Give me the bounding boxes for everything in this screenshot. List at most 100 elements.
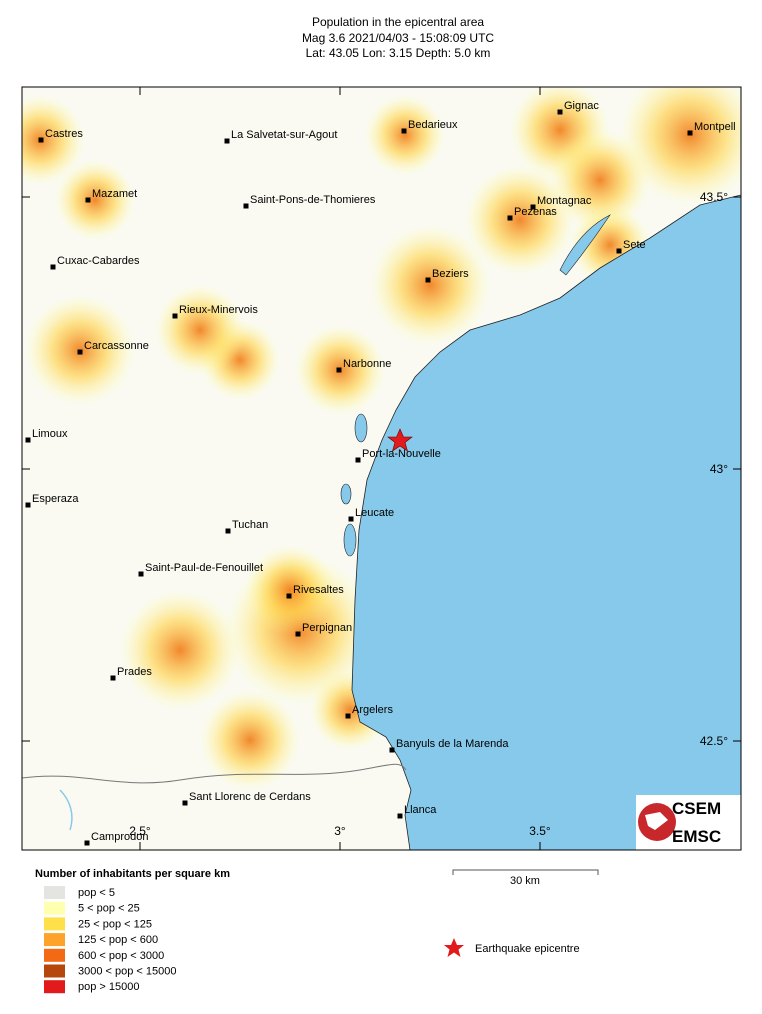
lon-label: 3.5°	[529, 824, 551, 838]
city-label: Perpignan	[302, 622, 352, 634]
city-marker	[401, 128, 407, 134]
legend-label: 125 < pop < 600	[78, 934, 158, 946]
legend-swatch	[44, 980, 65, 994]
city-marker	[616, 248, 622, 254]
lat-label: 43°	[710, 462, 728, 476]
city-label: Esperaza	[32, 493, 79, 505]
city-marker	[345, 713, 351, 719]
city-label: Argelers	[352, 704, 393, 716]
city-marker	[50, 264, 56, 270]
city-label: Limoux	[32, 428, 68, 440]
legend-epicentre-marker	[444, 938, 464, 957]
city-marker	[336, 367, 342, 373]
city-marker	[85, 197, 91, 203]
city-marker	[507, 215, 513, 221]
lagoon	[354, 413, 368, 443]
city-label: Rieux-Minervois	[179, 304, 258, 316]
city-label: Sete	[623, 239, 646, 251]
city-marker	[243, 203, 249, 209]
legend-label: 3000 < pop < 15000	[78, 966, 176, 978]
city-label: Sant Llorenc de Cerdans	[189, 791, 311, 803]
city-label: Port-la-Nouvelle	[362, 448, 441, 460]
legend-label: 25 < pop < 125	[78, 918, 152, 930]
city-marker	[225, 528, 231, 534]
city-marker	[84, 840, 90, 846]
city-label: Beziers	[432, 268, 469, 280]
city-marker	[77, 349, 83, 355]
city-label: Leucate	[355, 507, 394, 519]
city-marker	[530, 204, 536, 210]
legend-label: pop > 15000	[78, 981, 139, 993]
city-marker	[687, 130, 693, 136]
subtitle: Mag 3.6 2021/04/03 - 15:08:09 UTC	[302, 31, 494, 45]
city-label: Montagnac	[537, 195, 592, 207]
lat-label: 42.5°	[700, 734, 728, 748]
city-marker	[355, 457, 361, 463]
lon-label: 3°	[334, 824, 346, 838]
city-marker	[389, 747, 395, 753]
city-marker	[25, 502, 31, 508]
title: Population in the epicentral area	[312, 15, 484, 29]
city-label: Bedarieux	[408, 119, 458, 131]
city-label: Pezenas	[514, 206, 557, 218]
city-marker	[38, 137, 44, 143]
sea	[351, 194, 741, 850]
city-label: Gignac	[564, 100, 599, 112]
city-label: Tuchan	[232, 519, 268, 531]
city-label: Saint-Paul-de-Fenouillet	[145, 562, 263, 574]
legend-swatch	[44, 901, 65, 915]
city-label: Banyuls de la Marenda	[396, 738, 509, 750]
city-label: Prades	[117, 666, 152, 678]
city-label: Saint-Pons-de-Thomieres	[250, 194, 376, 206]
city-label: Camprodon	[91, 831, 148, 843]
city-marker	[295, 631, 301, 637]
city-marker	[348, 516, 354, 522]
lat-label: 43.5°	[700, 190, 728, 204]
city-label: Castres	[45, 128, 83, 140]
logo-text: CSEM	[672, 799, 721, 818]
city-label: Llanca	[404, 804, 437, 816]
city-marker	[557, 109, 563, 115]
lagoon	[559, 214, 611, 276]
city-marker	[286, 593, 292, 599]
scale-label: 30 km	[510, 875, 540, 887]
city-label: La Salvetat-sur-Agout	[231, 129, 337, 141]
city-marker	[172, 313, 178, 319]
population-density	[22, 87, 741, 790]
city-marker	[138, 571, 144, 577]
legend-title: Number of inhabitants per square km	[35, 868, 230, 880]
scale-bar: 30 km	[452, 869, 599, 887]
city-label: Montpell	[694, 121, 736, 133]
legend-swatch	[44, 933, 65, 947]
legend: pop < 5 5 < pop < 25 25 < pop < 125 125 < p…	[44, 886, 176, 994]
lagoon	[343, 523, 357, 557]
city-label: Mazamet	[92, 188, 137, 200]
border	[22, 763, 407, 784]
epicentre-marker	[387, 428, 413, 452]
legend-swatch	[44, 917, 65, 931]
city-marker	[224, 138, 230, 144]
logo-text: EMSC	[672, 827, 721, 846]
legend-label: 600 < pop < 3000	[78, 950, 164, 962]
river	[59, 789, 73, 831]
legend-label: pop < 5	[78, 887, 115, 899]
legend-label: 5 < pop < 25	[78, 903, 140, 915]
legend-label: Earthquake epicentre	[475, 943, 580, 955]
city-marker	[425, 277, 431, 283]
map-area: Castres La Salvetat-sur-Agout Bedarieux Gig…	[22, 87, 741, 850]
city-label: Cuxac-Cabardes	[57, 255, 140, 267]
logo: CSEM EMSC	[636, 795, 741, 850]
subtitle: Lat: 43.05 Lon: 3.15 Depth: 5.0 km	[306, 46, 491, 60]
map-frame	[21, 86, 742, 851]
graticule: 43.5° 43° 42.5° 2.5° 3° 3.5°	[22, 87, 741, 850]
legend-swatch	[44, 964, 65, 978]
city-marker	[110, 675, 116, 681]
city-marker	[182, 800, 188, 806]
legend-swatch	[44, 948, 65, 962]
cities: Castres La Salvetat-sur-Agout Bedarieux Gig…	[25, 100, 736, 846]
city-label: Rivesaltes	[293, 584, 344, 596]
city-label: Narbonne	[343, 358, 391, 370]
lagoon	[340, 483, 352, 505]
